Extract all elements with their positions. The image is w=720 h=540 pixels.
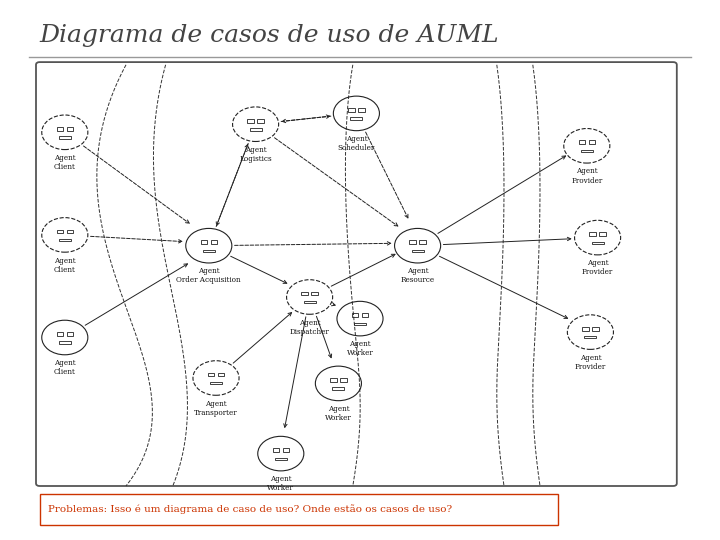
Bar — [200, 240, 207, 244]
Text: Problemas: Isso é um diagrama de caso de uso? Onde estão os casos de uso?: Problemas: Isso é um diagrama de caso de… — [48, 504, 452, 514]
Bar — [272, 448, 279, 452]
Bar — [412, 249, 423, 252]
Bar — [67, 230, 73, 233]
Bar — [333, 387, 344, 390]
Text: Agent
Provider: Agent Provider — [571, 167, 603, 185]
Bar — [250, 128, 261, 131]
Bar — [359, 108, 365, 112]
Bar — [59, 239, 71, 241]
Bar — [600, 232, 606, 236]
Bar — [312, 292, 318, 295]
Bar — [56, 127, 63, 131]
Text: Agent
Worker: Agent Worker — [325, 405, 352, 422]
Text: Agent
Provider: Agent Provider — [582, 259, 613, 276]
Bar — [56, 230, 63, 233]
Text: Agent
Logistics: Agent Logistics — [239, 146, 272, 163]
Text: Agent
Provider: Agent Provider — [575, 354, 606, 371]
Bar — [203, 249, 215, 252]
Bar — [67, 332, 73, 336]
Text: Diagrama de casos de uso de AUML: Diagrama de casos de uso de AUML — [40, 24, 499, 48]
Bar — [283, 448, 289, 452]
Text: Agent
Dispatcher: Agent Dispatcher — [289, 319, 330, 336]
Text: Agent
Worker: Agent Worker — [346, 340, 374, 357]
Bar — [420, 240, 426, 244]
Bar — [589, 232, 595, 236]
Text: Agent
Client: Agent Client — [54, 154, 76, 171]
Bar — [304, 301, 315, 303]
Text: Agent
Client: Agent Client — [54, 256, 76, 274]
Bar — [59, 136, 71, 139]
Bar — [330, 378, 336, 382]
Bar — [348, 108, 354, 112]
Text: Agent
Client: Agent Client — [54, 359, 76, 376]
Bar — [362, 313, 369, 317]
Text: Agent
Scheduler: Agent Scheduler — [338, 135, 375, 152]
Bar — [59, 341, 71, 344]
Bar — [210, 382, 222, 384]
Bar — [578, 140, 585, 144]
Bar — [211, 240, 217, 244]
Bar — [593, 327, 599, 330]
Bar — [589, 140, 595, 144]
Text: Agent
Transporter: Agent Transporter — [194, 400, 238, 417]
Bar — [351, 117, 362, 120]
FancyBboxPatch shape — [36, 62, 677, 486]
Bar — [56, 332, 63, 336]
Bar — [592, 241, 603, 244]
Bar — [301, 292, 307, 295]
Bar — [585, 336, 596, 339]
Text: Agent
Worker: Agent Worker — [267, 475, 294, 492]
Bar — [582, 327, 588, 330]
Text: Agent
Resource: Agent Resource — [400, 267, 435, 285]
Bar — [67, 127, 73, 131]
Bar — [207, 373, 214, 376]
Bar — [275, 457, 287, 460]
Bar — [258, 119, 264, 123]
Text: Agent
Order Acquisition: Agent Order Acquisition — [176, 267, 241, 285]
Bar — [354, 322, 366, 325]
Bar — [247, 119, 253, 123]
Bar — [409, 240, 415, 244]
Bar — [218, 373, 225, 376]
Bar — [581, 150, 593, 152]
Bar — [351, 313, 358, 317]
Bar — [341, 378, 347, 382]
Bar — [40, 494, 558, 525]
